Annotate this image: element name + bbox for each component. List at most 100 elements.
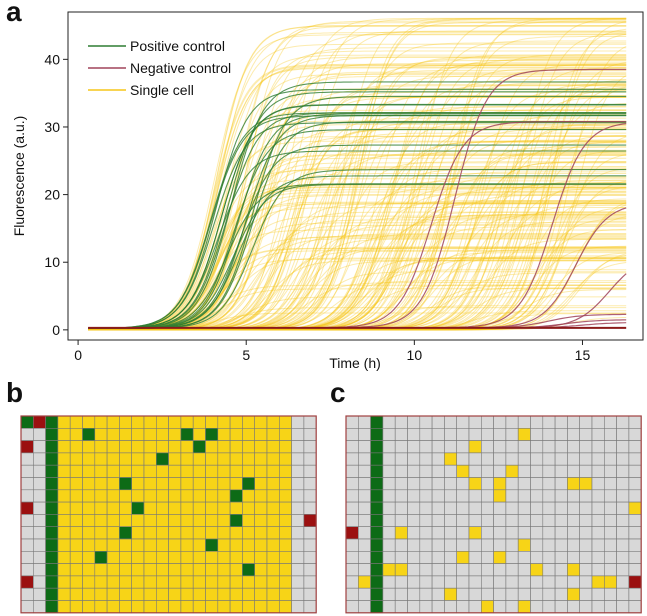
- plate-well: [358, 464, 371, 478]
- y-tick-label: 20: [44, 187, 60, 203]
- plate-well: [266, 526, 280, 540]
- plate-well: [291, 551, 305, 564]
- plate-well: [82, 415, 96, 429]
- single-cell-curve: [88, 154, 627, 331]
- plate-well: [358, 587, 371, 601]
- plate-well: [168, 600, 182, 614]
- plate-well: [345, 551, 359, 564]
- plate-well: [370, 428, 384, 441]
- plate-well: [254, 415, 268, 429]
- plate-well: [444, 464, 458, 478]
- plate-well: [542, 551, 556, 564]
- plate-well: [94, 452, 108, 466]
- plate-well: [382, 514, 396, 528]
- plate-well: [180, 477, 194, 491]
- single-cell-curve: [88, 58, 627, 331]
- plate-well: [217, 587, 231, 601]
- plate-well: [567, 477, 580, 491]
- plate-well: [444, 551, 458, 564]
- plate-well: [266, 440, 280, 454]
- plate-well: [217, 600, 231, 614]
- plate-well: [229, 452, 243, 466]
- plate-well: [291, 452, 305, 466]
- plate-well: [358, 428, 371, 441]
- plate-well: [542, 575, 556, 589]
- single-cell-curve: [88, 21, 627, 331]
- plate-well: [431, 489, 445, 503]
- plate-well: [106, 587, 120, 601]
- plate-well: [542, 600, 556, 614]
- plate-well: [180, 600, 194, 614]
- plate-well: [358, 514, 371, 528]
- plate-well: [94, 415, 108, 429]
- plate-well: [628, 477, 642, 491]
- plate-well: [579, 563, 593, 577]
- plate-well: [431, 452, 445, 466]
- plate-well: [119, 538, 133, 552]
- single-cell-curve: [88, 128, 627, 331]
- plate-well: [542, 501, 556, 515]
- plate-well: [591, 600, 605, 614]
- plate-well: [579, 600, 593, 614]
- plate-well: [242, 563, 255, 577]
- plate-well: [180, 452, 194, 466]
- plate-well: [266, 575, 280, 589]
- plate-well: [382, 600, 396, 614]
- plate-well: [358, 440, 371, 454]
- plate-well: [567, 440, 580, 454]
- plate-well: [168, 452, 182, 466]
- plate-well: [205, 563, 219, 577]
- plate-well: [431, 514, 445, 528]
- plate-well: [291, 489, 305, 503]
- plate-well: [156, 452, 169, 466]
- plate-well: [242, 489, 255, 503]
- plate-well: [407, 575, 421, 589]
- plate-well: [530, 514, 544, 528]
- plate-well: [291, 428, 305, 441]
- single-cell-curve: [88, 182, 627, 331]
- plate-well: [517, 563, 531, 577]
- plate-well: [456, 477, 470, 491]
- single-cell-curve: [88, 180, 627, 331]
- single-cell-curve: [88, 32, 627, 331]
- plate-well: [229, 600, 243, 614]
- single-cell-curve: [88, 234, 627, 331]
- plate-well: [530, 489, 544, 503]
- single-cell-curve: [88, 257, 627, 331]
- single-cell-curve: [88, 247, 627, 331]
- plate-well: [180, 464, 194, 478]
- plate-well: [143, 501, 157, 515]
- single-cell-curve: [88, 64, 627, 331]
- positive-control-curve: [88, 88, 627, 329]
- plate-well: [591, 587, 605, 601]
- plate-well: [106, 489, 120, 503]
- plate-well: [192, 477, 206, 491]
- plate-well: [567, 538, 580, 552]
- single-cell-curve: [88, 238, 627, 331]
- plate-well: [345, 563, 359, 577]
- plate-well: [530, 440, 544, 454]
- plate-well: [542, 538, 556, 552]
- plate-well: [106, 563, 120, 577]
- plate-well: [119, 501, 133, 515]
- single-cell-curve: [88, 146, 627, 331]
- plate-well: [628, 600, 642, 614]
- y-tick-label: 10: [44, 254, 60, 270]
- single-cell-curve: [88, 224, 627, 331]
- plate-well: [505, 600, 519, 614]
- plate-well: [567, 428, 580, 441]
- plate-well: [217, 477, 231, 491]
- plate-well: [481, 501, 494, 515]
- plate-well: [382, 464, 396, 478]
- plate-well: [168, 428, 182, 441]
- plate-well: [229, 440, 243, 454]
- plate-well: [82, 489, 96, 503]
- plate-well: [119, 514, 133, 528]
- single-cell-curve: [88, 126, 627, 331]
- plate-well: [444, 575, 458, 589]
- plate-well: [217, 514, 231, 528]
- plate-well: [419, 489, 433, 503]
- single-cell-curve: [88, 62, 627, 331]
- plate-well: [394, 575, 408, 589]
- single-cell-curve: [88, 56, 627, 331]
